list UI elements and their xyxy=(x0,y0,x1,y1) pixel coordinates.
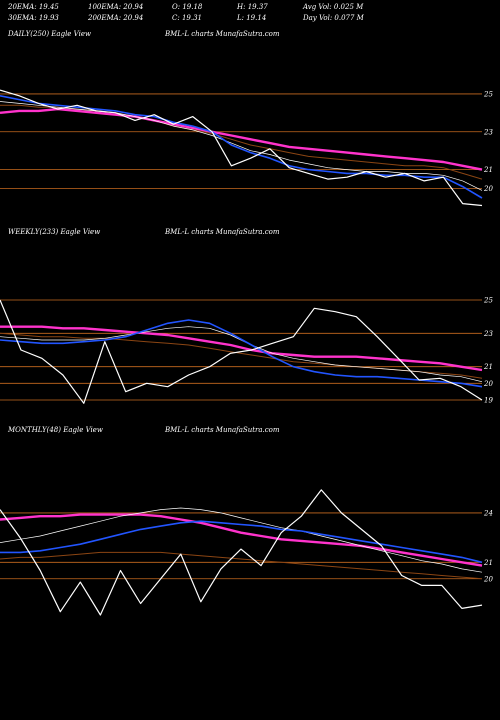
monthly-ema-blue-line xyxy=(0,520,483,564)
daily-chart: 25 23 21 20 xyxy=(0,89,493,207)
weekly-ema-magenta-line xyxy=(0,325,483,372)
weekly-chart: 25 23 21 20 19 xyxy=(0,297,493,405)
daily-ema-magenta-line xyxy=(0,107,483,171)
monthly-y-tick-label: 21 xyxy=(483,559,493,567)
weekly-panel-watermark: BML-L charts MunafaSutra.com xyxy=(165,228,280,236)
daily-panel-title: DAILY(250) Eagle View xyxy=(8,30,91,38)
stat-ema100: 100EMA: 20.94 xyxy=(88,3,144,11)
weekly-y-tick-label: 19 xyxy=(484,397,493,405)
monthly-ema-brown-line xyxy=(0,551,483,580)
daily-ema-blue-line xyxy=(0,95,483,199)
weekly-ema-white-line xyxy=(0,326,483,383)
weekly-y-tick-label: 20 xyxy=(483,380,493,388)
stat-ema30: 30EMA: 19.93 xyxy=(8,14,59,22)
monthly-price-line xyxy=(0,489,483,616)
stat-ema200: 200EMA: 20.94 xyxy=(88,14,144,22)
daily-panel-watermark: BML-L charts MunafaSutra.com xyxy=(165,30,280,38)
stat-open: O: 19.18 xyxy=(172,3,203,11)
daily-y-tick-label: 23 xyxy=(483,128,493,136)
daily-ema-white-line xyxy=(0,101,483,191)
daily-y-tick-label: 21 xyxy=(483,166,493,174)
stat-ema20: 20EMA: 19.45 xyxy=(8,3,59,11)
weekly-ema-blue-line xyxy=(0,319,483,388)
weekly-price-line xyxy=(0,299,483,404)
monthly-panel-watermark: BML-L charts MunafaSutra.com xyxy=(165,426,280,434)
weekly-y-tick-label: 21 xyxy=(483,363,493,371)
stat-close: C: 19.31 xyxy=(172,14,202,22)
weekly-y-tick-label: 25 xyxy=(483,297,493,305)
daily-y-tick-label: 20 xyxy=(483,185,493,193)
daily-price-line xyxy=(0,89,483,207)
monthly-ema-magenta-line xyxy=(0,513,483,567)
daily-ema-brown-line xyxy=(0,104,483,180)
stat-low: L: 19.14 xyxy=(237,14,267,22)
stat-high: H: 19.37 xyxy=(237,3,268,11)
stat-avg-vol: Avg Vol: 0.025 M xyxy=(303,3,364,11)
stat-day-vol: Day Vol: 0.077 M xyxy=(303,14,364,22)
monthly-ema-white-line xyxy=(0,507,483,573)
monthly-y-tick-label: 20 xyxy=(483,575,493,583)
weekly-panel-title: WEEKLY(233) Eagle View xyxy=(8,228,101,236)
monthly-chart: 24 21 20 xyxy=(0,489,493,616)
monthly-panel-title: MONTHLY(48) Eagle View xyxy=(8,426,103,434)
weekly-y-tick-label: 23 xyxy=(483,330,493,338)
daily-y-tick-label: 25 xyxy=(483,90,493,98)
monthly-y-tick-label: 24 xyxy=(483,509,493,517)
